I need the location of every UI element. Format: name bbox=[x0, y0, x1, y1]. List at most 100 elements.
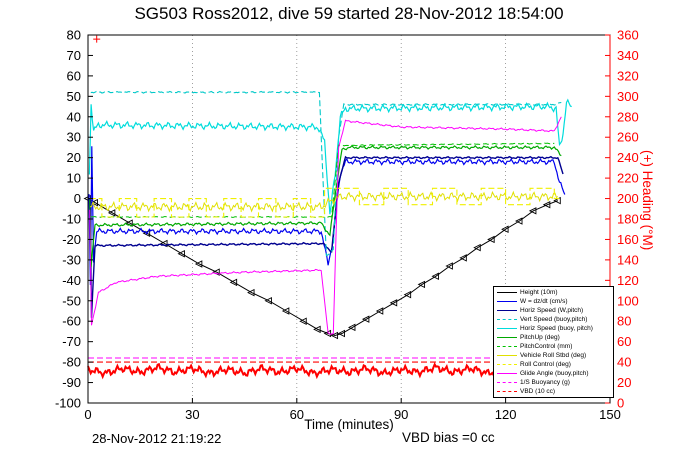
start-plus-marker bbox=[93, 35, 101, 43]
left-tick-label: -90 bbox=[62, 375, 81, 390]
legend-line-sample bbox=[497, 328, 517, 329]
plot-title: SG503 Ross2012, dive 59 started 28-Nov-2… bbox=[134, 4, 564, 23]
right-tick-label: 140 bbox=[617, 252, 639, 267]
height-triangle-marker bbox=[417, 280, 426, 289]
pitchup-line bbox=[89, 144, 562, 268]
right-tick-label: 80 bbox=[617, 314, 631, 329]
legend-line-sample bbox=[497, 355, 517, 356]
legend-entry: Horiz Speed (buoy, pitch) bbox=[494, 324, 613, 333]
x-tick-label: 0 bbox=[84, 407, 91, 422]
height-triangle-marker bbox=[264, 297, 272, 305]
w-dzdt-line bbox=[88, 146, 566, 286]
left-tick-label: 10 bbox=[67, 171, 81, 186]
height-triangle-marker bbox=[299, 317, 307, 325]
height-triangle-marker bbox=[142, 229, 151, 238]
right-tick-label: 0 bbox=[617, 396, 624, 411]
vehicle-roll-stbd-line bbox=[89, 190, 559, 213]
legend-line-sample bbox=[497, 292, 517, 293]
legend-entry: Horiz Speed (W,pitch) bbox=[494, 306, 613, 315]
legend-line-sample bbox=[497, 337, 517, 338]
right-tick-label: 300 bbox=[617, 89, 639, 104]
vbd-bias-text: VBD bias =0 cc bbox=[402, 430, 495, 445]
plot-timestamp: 28-Nov-2012 21:19:22 bbox=[92, 431, 222, 446]
right-tick-label: 20 bbox=[617, 375, 631, 390]
height-10m-line bbox=[87, 198, 558, 337]
right-tick-label: 160 bbox=[617, 232, 639, 247]
height-triangle-marker bbox=[177, 250, 185, 258]
right-tick-label: 240 bbox=[617, 150, 639, 165]
horiz-speed-w-pitch-line bbox=[89, 155, 564, 318]
x-tick-label: 90 bbox=[394, 407, 408, 422]
legend-entry: PitchControl (mm) bbox=[494, 342, 613, 351]
left-tick-label: 60 bbox=[67, 68, 81, 83]
x-tick-label: 120 bbox=[495, 407, 517, 422]
x-axis-label: Time (minutes) bbox=[304, 417, 394, 432]
height-triangle-marker bbox=[313, 325, 321, 334]
legend-entry-label: Vert Speed (buoy,pitch) bbox=[520, 316, 588, 323]
height-triangle-marker bbox=[515, 217, 523, 225]
right-tick-label: 320 bbox=[617, 68, 639, 83]
height-triangle-marker bbox=[528, 207, 537, 215]
left-tick-label: -10 bbox=[62, 212, 81, 227]
legend-entry-label: W = dz/dt (cm/s) bbox=[520, 298, 568, 305]
legend-entry: W = dz/dt (cm/s) bbox=[494, 297, 613, 306]
legend-entry-label: Height (10m) bbox=[520, 289, 558, 296]
left-tick-label: -40 bbox=[62, 273, 81, 288]
height-triangle-marker bbox=[431, 272, 439, 280]
height-triangle-marker bbox=[229, 278, 238, 287]
height-triangle-marker bbox=[487, 235, 495, 244]
height-triangle-marker bbox=[473, 243, 481, 252]
height-triangle-marker bbox=[330, 331, 339, 340]
right-axis-label: (+) Heading (°M) bbox=[640, 150, 655, 251]
legend-line-sample bbox=[497, 310, 517, 311]
legend-entry-label: 1/S Buoyancy (g) bbox=[520, 379, 570, 386]
right-tick-label: 360 bbox=[617, 28, 639, 43]
glide-angle-line bbox=[89, 116, 562, 335]
height-triangle-marker bbox=[542, 200, 551, 209]
legend-entry-label: Vehicle Roll Stbd (deg) bbox=[520, 352, 587, 359]
left-tick-label: 0 bbox=[74, 191, 81, 206]
right-tick-label: 40 bbox=[617, 355, 631, 370]
legend-entry: 1/S Buoyancy (g) bbox=[494, 378, 613, 387]
height-triangle-marker bbox=[459, 254, 467, 262]
height-triangle-marker bbox=[247, 288, 255, 297]
height-triangle-marker bbox=[337, 329, 345, 338]
left-tick-label: -50 bbox=[62, 293, 81, 308]
left-tick-label: -60 bbox=[62, 314, 81, 329]
right-tick-label: 280 bbox=[617, 109, 639, 124]
legend-entry: Vert Speed (buoy,pitch) bbox=[494, 315, 613, 324]
left-tick-label: 80 bbox=[67, 28, 81, 43]
x-tick-label: 60 bbox=[290, 407, 304, 422]
legend-line-sample bbox=[497, 364, 517, 365]
left-tick-label: 50 bbox=[67, 89, 81, 104]
vert-speed-buoy-pitch-line bbox=[90, 90, 562, 257]
legend-entry-label: Horiz Speed (W,pitch) bbox=[520, 307, 584, 314]
left-tick-label: 20 bbox=[67, 150, 81, 165]
left-tick-label: -80 bbox=[62, 355, 81, 370]
right-tick-label: 60 bbox=[617, 334, 631, 349]
left-tick-label: 30 bbox=[67, 130, 81, 145]
legend-entry-label: Glide Angle (buoy,pitch) bbox=[520, 370, 589, 377]
legend-entry-label: PitchControl (mm) bbox=[520, 343, 573, 350]
legend-entry-label: Roll Control (deg) bbox=[520, 361, 571, 368]
pitch-control-line bbox=[90, 142, 555, 219]
height-triangle-marker bbox=[361, 315, 370, 323]
left-tick-label: -20 bbox=[62, 232, 81, 247]
left-tick-label: 40 bbox=[67, 109, 81, 124]
height-triangle-marker bbox=[281, 307, 290, 315]
height-triangle-marker bbox=[403, 290, 412, 299]
legend-line-sample bbox=[497, 373, 517, 374]
legend-entry: Height (10m) bbox=[494, 288, 613, 297]
legend-entry: Glide Angle (buoy,pitch) bbox=[494, 369, 613, 378]
legend-entry-label: PitchUp (deg) bbox=[520, 334, 560, 341]
right-tick-label: 120 bbox=[617, 273, 639, 288]
legend-entry: VBD (10 cc) bbox=[494, 387, 613, 396]
right-tick-label: 200 bbox=[617, 191, 639, 206]
legend-entry: Vehicle Roll Stbd (deg) bbox=[494, 351, 613, 360]
left-tick-label: -30 bbox=[62, 252, 81, 267]
height-triangle-marker bbox=[347, 323, 356, 332]
height-triangle-marker bbox=[375, 307, 384, 315]
left-tick-label: -70 bbox=[62, 334, 81, 349]
legend-line-sample bbox=[497, 301, 517, 302]
